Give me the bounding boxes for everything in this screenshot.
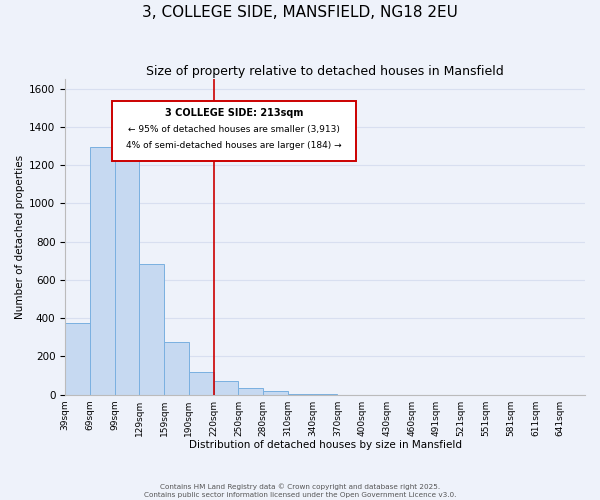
- Text: 3, COLLEGE SIDE, MANSFIELD, NG18 2EU: 3, COLLEGE SIDE, MANSFIELD, NG18 2EU: [142, 5, 458, 20]
- Text: 3 COLLEGE SIDE: 213sqm: 3 COLLEGE SIDE: 213sqm: [165, 108, 303, 118]
- Bar: [164, 342, 189, 394]
- Bar: [189, 372, 214, 394]
- Bar: [115, 160, 139, 394]
- Bar: [139, 264, 164, 394]
- FancyBboxPatch shape: [112, 101, 356, 161]
- Bar: [238, 388, 263, 394]
- Bar: [214, 381, 238, 394]
- Text: ← 95% of detached houses are smaller (3,913): ← 95% of detached houses are smaller (3,…: [128, 125, 340, 134]
- Title: Size of property relative to detached houses in Mansfield: Size of property relative to detached ho…: [146, 65, 504, 78]
- Bar: [65, 323, 90, 394]
- X-axis label: Distribution of detached houses by size in Mansfield: Distribution of detached houses by size …: [188, 440, 461, 450]
- Y-axis label: Number of detached properties: Number of detached properties: [15, 155, 25, 319]
- Bar: [263, 391, 288, 394]
- Bar: [90, 147, 115, 394]
- Text: Contains HM Land Registry data © Crown copyright and database right 2025.
Contai: Contains HM Land Registry data © Crown c…: [144, 484, 456, 498]
- Text: 4% of semi-detached houses are larger (184) →: 4% of semi-detached houses are larger (1…: [126, 140, 342, 149]
